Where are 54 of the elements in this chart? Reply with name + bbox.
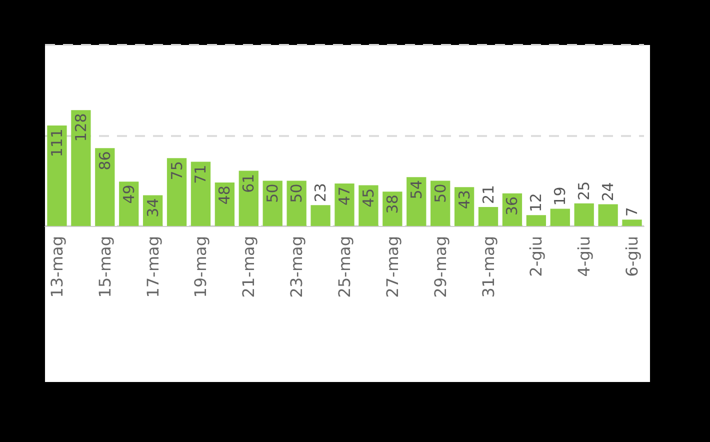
data-label: 71 [192, 164, 210, 184]
bar [622, 220, 642, 226]
data-label: 50 [264, 184, 282, 203]
data-label: 61 [240, 174, 258, 193]
data-label: 34 [144, 198, 162, 218]
data-label: 50 [288, 184, 306, 203]
bar [47, 126, 67, 226]
x-tick-label: 6-giu [622, 236, 642, 277]
data-label: 111 [48, 128, 66, 158]
x-tick-label: 19-mag [191, 236, 210, 298]
bar [406, 177, 426, 226]
x-tick-label: 25-mag [335, 236, 354, 298]
data-label: 86 [96, 151, 114, 170]
x-tick-label: 17-mag [143, 236, 162, 298]
x-tick-label: 29-mag [430, 236, 450, 298]
data-label: 43 [455, 190, 474, 210]
x-tick-label: 21-mag [239, 236, 258, 298]
bar [598, 204, 618, 226]
data-label: 21 [479, 184, 498, 204]
data-label: 49 [120, 184, 138, 204]
x-tick-label: 31-mag [478, 236, 498, 298]
data-label: 75 [168, 161, 186, 180]
data-label: 54 [407, 180, 426, 200]
bar [71, 110, 91, 226]
x-tick-label: 27-mag [382, 236, 402, 298]
bar [574, 203, 594, 226]
data-label: 25 [575, 181, 594, 200]
bar [95, 148, 115, 226]
bar [526, 215, 546, 226]
data-label: 50 [431, 184, 450, 203]
x-tick-label: 23-mag [287, 236, 306, 298]
data-label: 23 [312, 183, 330, 202]
data-label: 7 [623, 207, 642, 217]
x-tick-label: 15-mag [95, 236, 114, 298]
data-label: 48 [216, 186, 234, 205]
bar [310, 205, 330, 226]
bar [358, 185, 378, 226]
bar [190, 162, 211, 226]
data-label: 47 [336, 186, 354, 206]
x-tick-label: 2-giu [526, 236, 546, 277]
bar [238, 170, 258, 226]
x-tick-label: 4-giu [574, 236, 594, 277]
data-label: 128 [72, 113, 90, 142]
x-tick-label: 13-mag [47, 236, 66, 298]
data-label: 36 [503, 196, 522, 216]
bar [478, 206, 498, 226]
bar [550, 208, 570, 226]
data-label: 45 [359, 188, 378, 208]
data-label: 24 [599, 182, 618, 202]
bar [334, 183, 354, 226]
bar [166, 158, 187, 226]
data-label: 38 [383, 194, 402, 214]
data-label: 19 [551, 186, 570, 206]
data-label: 12 [527, 193, 546, 212]
